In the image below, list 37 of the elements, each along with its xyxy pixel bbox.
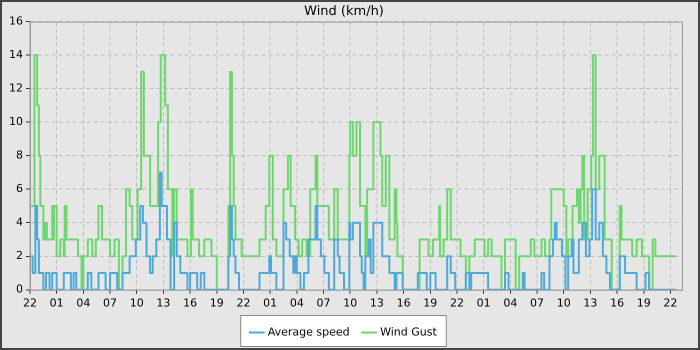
y-tick-label: 4 [16, 216, 23, 229]
x-tick-label: 07 [103, 296, 118, 310]
y-tick-label: 6 [16, 182, 23, 196]
x-tick-label: 01 [263, 296, 278, 310]
x-tick-label: 01 [476, 296, 491, 310]
legend-label: Average speed [268, 325, 350, 338]
x-tick-label: 19 [423, 296, 438, 310]
x-tick-label: 07 [530, 296, 544, 310]
y-tick-label: 16 [8, 14, 23, 28]
x-tick-label: 10 [343, 296, 358, 310]
y-tick-label: 2 [16, 249, 23, 262]
x-tick-label: 04 [76, 296, 90, 310]
x-tick-label: 01 [50, 296, 64, 310]
x-tick-label: 04 [503, 296, 518, 310]
x-tick-label: 10 [130, 296, 144, 310]
y-tick-label: 14 [8, 48, 23, 61]
y-tick-label: 10 [8, 115, 23, 128]
y-tick-label: 8 [16, 148, 23, 162]
x-tick-label: 13 [370, 296, 384, 310]
x-tick-label: 16 [610, 296, 624, 310]
legend-label: Wind Gust [380, 325, 438, 338]
x-tick-label: 22 [236, 296, 250, 310]
x-tick-label: 07 [316, 296, 331, 310]
chart-title: Wind (km/h) [304, 4, 384, 20]
x-tick-label: 22 [22, 296, 37, 310]
y-tick-label: 12 [8, 82, 23, 95]
x-tick-label: 22 [663, 296, 678, 310]
y-tick-label: 0 [16, 282, 23, 296]
x-tick-label: 13 [583, 296, 598, 310]
x-tick-label: 04 [290, 296, 304, 310]
x-tick-label: 22 [450, 296, 464, 310]
x-tick-label: 19 [636, 296, 651, 310]
x-tick-label: 16 [183, 296, 198, 310]
x-tick-label: 16 [396, 296, 411, 310]
x-tick-label: 19 [210, 296, 224, 310]
x-tick-label: 10 [556, 296, 571, 310]
x-tick-label: 13 [156, 296, 170, 310]
